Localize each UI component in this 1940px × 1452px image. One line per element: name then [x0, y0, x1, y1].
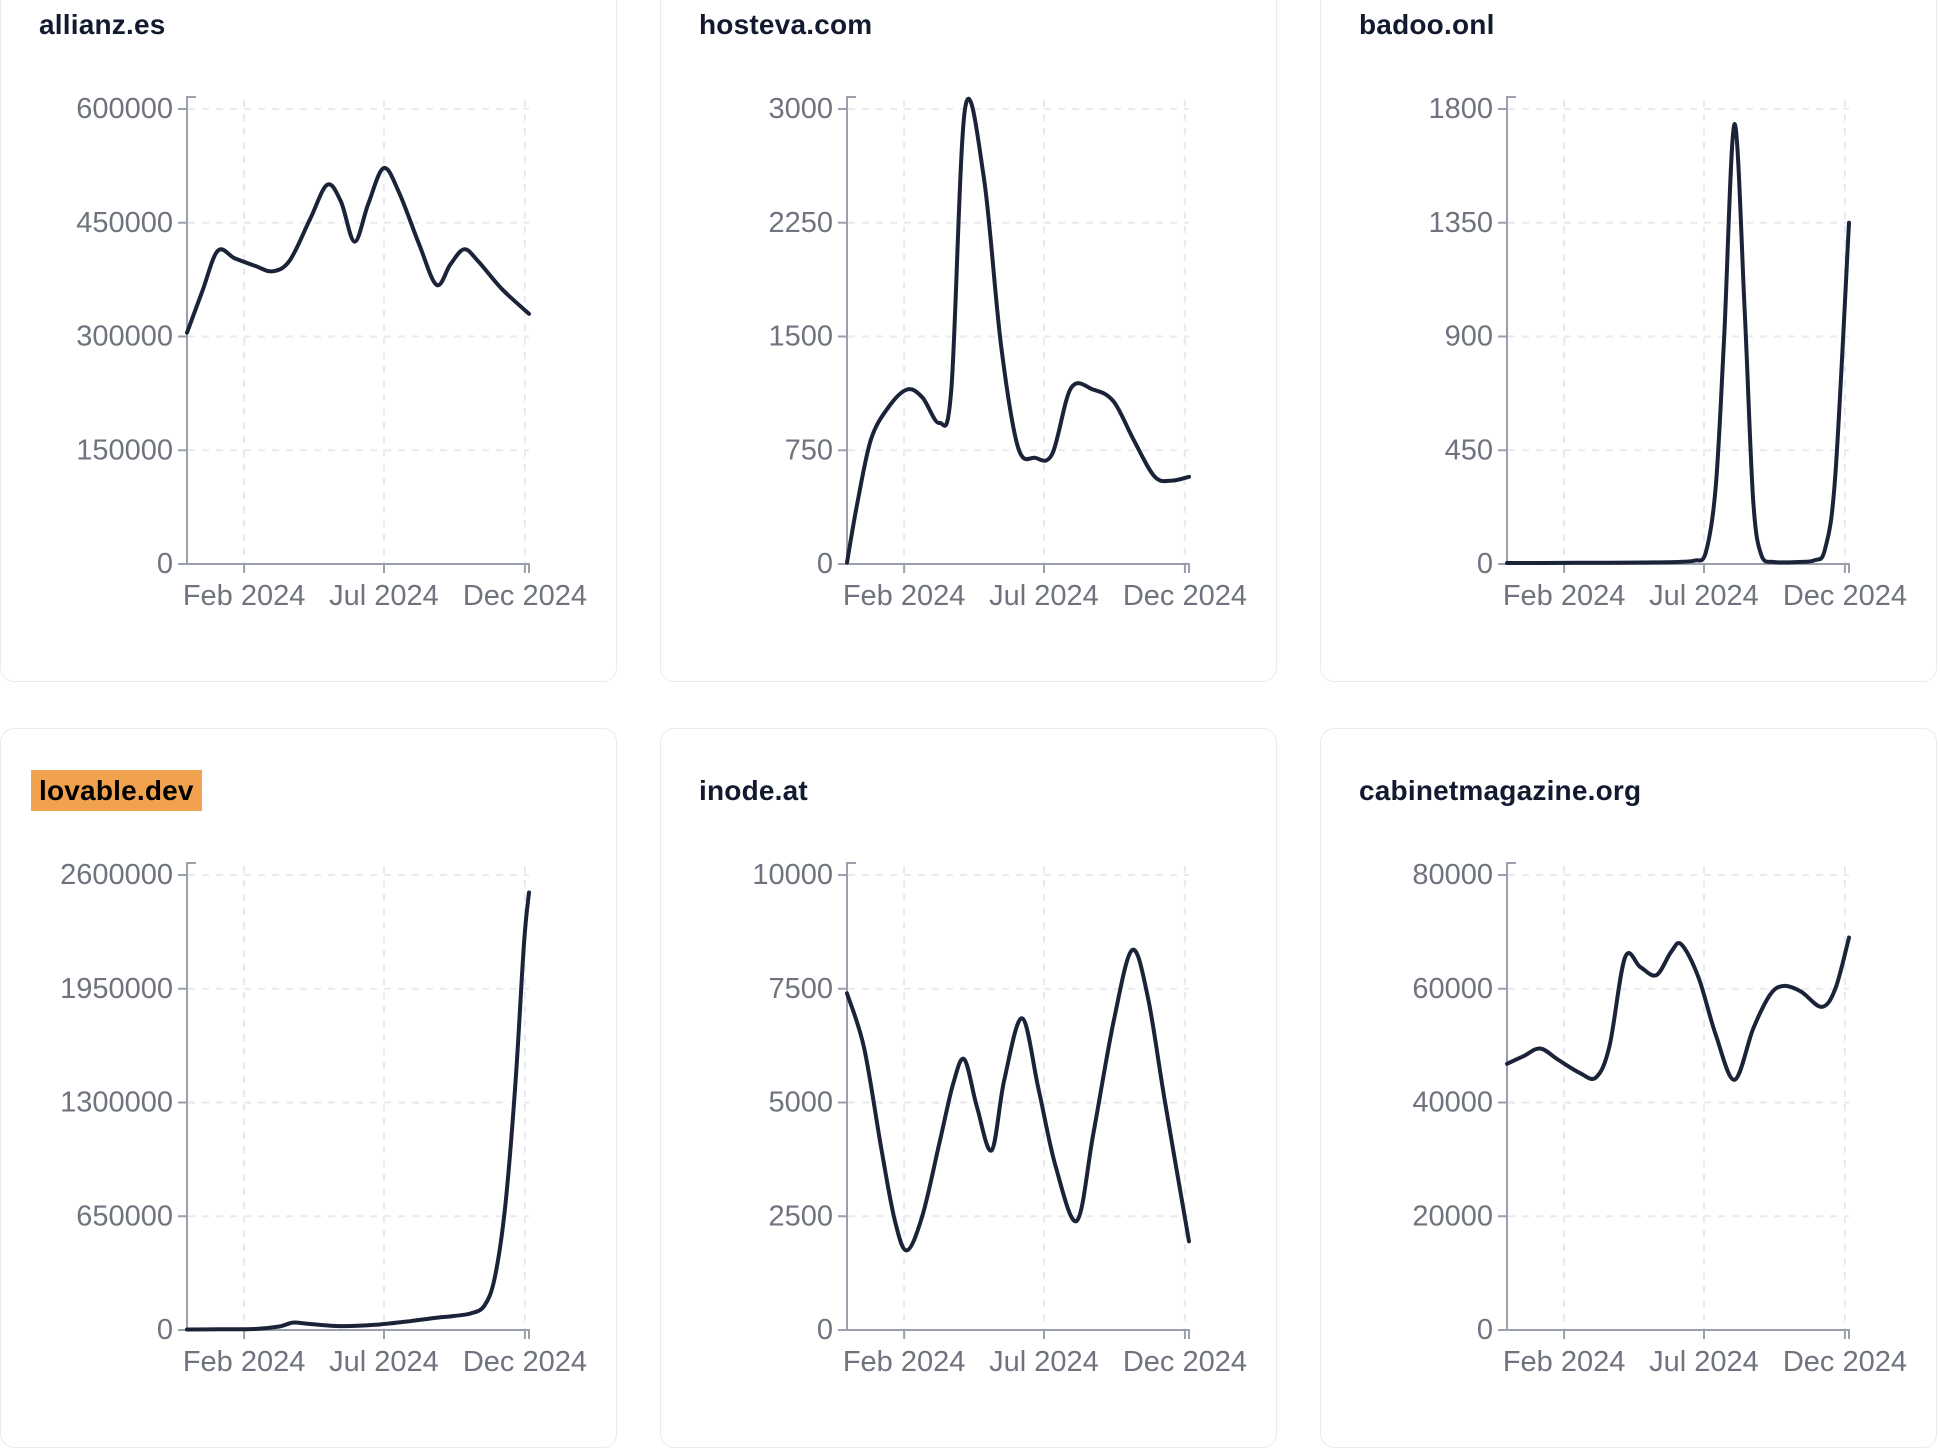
domain-card-allianz.es[interactable]: allianz.es 600000 450000 300000 150000 0 Feb …: [0, 0, 617, 682]
y-tick-label: 10000: [752, 859, 833, 891]
y-axis: [186, 862, 196, 1330]
x-tick-label: Feb 2024: [183, 1346, 306, 1378]
x-tick-label: Feb 2024: [183, 580, 306, 612]
y-axis: [1506, 862, 1516, 1330]
y-tick-label: 1350: [1428, 207, 1493, 239]
y-axis: [1506, 96, 1516, 564]
x-tick-label: Jul 2024: [329, 1346, 439, 1378]
y-tick-label: 2600000: [60, 859, 173, 891]
x-tick-label: Dec 2024: [463, 580, 587, 612]
y-tick-label: 1950000: [60, 973, 173, 1005]
y-tick-label: 20000: [1412, 1200, 1493, 1232]
x-tick-label: Jul 2024: [329, 580, 439, 612]
y-tick-label: 0: [157, 1314, 173, 1346]
y-tick-label: 750: [785, 434, 833, 466]
y-tick-label: 0: [157, 548, 173, 580]
domain-title[interactable]: cabinetmagazine.org: [1359, 775, 1641, 807]
y-tick-label: 650000: [76, 1200, 173, 1232]
traffic-line-chart: 2600000 1950000 1300000 650000 0 Feb 2024 Jul …: [60, 859, 587, 1378]
y-tick-label: 1500: [768, 321, 833, 353]
x-tick-label: Dec 2024: [1123, 580, 1247, 612]
domain-title-text: allianz.es: [39, 9, 166, 40]
y-tick-label: 450: [1445, 434, 1493, 466]
y-tick-label: 5000: [768, 1087, 833, 1119]
y-tick-label: 80000: [1412, 859, 1493, 891]
x-axis: [1507, 563, 1850, 573]
y-tick-label: 60000: [1412, 973, 1493, 1005]
traffic-line-chart: 1800 1350 900 450 0 Feb 2024 Jul 2024 Dec 2024: [1428, 93, 1907, 612]
y-tick-label: 2500: [768, 1200, 833, 1232]
domain-title-text-find-highlight: lovable.dev: [31, 770, 202, 811]
series-line: [845, 948, 1191, 1253]
y-tick-label: 1800: [1428, 93, 1493, 125]
x-tick-label: Dec 2024: [1123, 1346, 1247, 1378]
x-tick-label: Feb 2024: [843, 580, 966, 612]
x-tick-label: Feb 2024: [1503, 580, 1626, 612]
y-tick-label: 150000: [76, 434, 173, 466]
traffic-line-chart: 3000 2250 1500 750 0 Feb 2024 Jul 2024 Dec 2024: [768, 93, 1247, 612]
domain-title[interactable]: inode.at: [699, 775, 808, 807]
domain-title-text: badoo.onl: [1359, 9, 1495, 40]
y-tick-label: 900: [1445, 321, 1493, 353]
y-tick-label: 1300000: [60, 1087, 173, 1119]
x-tick-label: Jul 2024: [989, 580, 1099, 612]
x-axis: [1507, 1329, 1850, 1339]
domain-card-hosteva.com[interactable]: hosteva.com 3000 2250 1500 750 0 Feb 2024 Jul …: [660, 0, 1277, 682]
x-axis: [187, 1329, 530, 1339]
y-tick-label: 300000: [76, 321, 173, 353]
domain-title[interactable]: badoo.onl: [1359, 9, 1495, 41]
y-axis: [186, 96, 196, 564]
x-axis: [187, 563, 530, 573]
x-tick-label: Dec 2024: [1783, 1346, 1907, 1378]
y-tick-label: 0: [817, 548, 833, 580]
domain-card-badoo.onl[interactable]: badoo.onl 1800 1350 900 450 0 Feb 2024 Jul 202…: [1320, 0, 1937, 682]
y-tick-label: 0: [817, 1314, 833, 1346]
y-tick-label: 40000: [1412, 1087, 1493, 1119]
y-tick-label: 0: [1477, 1314, 1493, 1346]
series-line: [1505, 935, 1851, 1082]
x-axis: [847, 563, 1190, 573]
series-line: [185, 890, 531, 1332]
domain-card-lovable.dev[interactable]: lovable.dev 2600000 1950000 1300000 650000 0…: [0, 728, 617, 1448]
domain-title-text: cabinetmagazine.org: [1359, 775, 1642, 806]
traffic-line-chart: 600000 450000 300000 150000 0 Feb 2024 Jul 202…: [76, 93, 587, 612]
x-tick-label: Feb 2024: [843, 1346, 966, 1378]
x-tick-label: Jul 2024: [989, 1346, 1099, 1378]
traffic-line-chart: 80000 60000 40000 20000 0 Feb 2024 Jul 2024 Dec…: [1412, 859, 1907, 1378]
domain-title[interactable]: allianz.es: [39, 9, 166, 41]
x-tick-label: Jul 2024: [1649, 580, 1759, 612]
x-tick-label: Jul 2024: [1649, 1346, 1759, 1378]
x-axis: [847, 1329, 1190, 1339]
domain-title[interactable]: lovable.dev: [31, 770, 202, 811]
y-tick-label: 7500: [768, 973, 833, 1005]
domain-card-inode.at[interactable]: inode.at 10000 7500 5000 2500 0 Feb 2024 Jul 2…: [660, 728, 1277, 1448]
series-line: [845, 97, 1191, 565]
y-axis: [846, 862, 856, 1330]
x-tick-label: Feb 2024: [1503, 1346, 1626, 1378]
y-tick-label: 450000: [76, 207, 173, 239]
series-line: [1505, 122, 1851, 566]
x-tick-label: Dec 2024: [463, 1346, 587, 1378]
y-tick-label: 3000: [768, 93, 833, 125]
series-line: [185, 166, 531, 335]
y-axis: [846, 96, 856, 564]
y-tick-label: 2250: [768, 207, 833, 239]
domain-title-text: hosteva.com: [699, 9, 873, 40]
domain-title-text: inode.at: [699, 775, 808, 806]
traffic-line-chart: 10000 7500 5000 2500 0 Feb 2024 Jul 2024 Dec 20…: [752, 859, 1247, 1378]
domain-card-cabinetmagazine.org[interactable]: cabinetmagazine.org 80000 60000 40000 20000…: [1320, 728, 1937, 1448]
domain-title[interactable]: hosteva.com: [699, 9, 872, 41]
y-tick-label: 600000: [76, 93, 173, 125]
y-tick-label: 0: [1477, 548, 1493, 580]
x-tick-label: Dec 2024: [1783, 580, 1907, 612]
